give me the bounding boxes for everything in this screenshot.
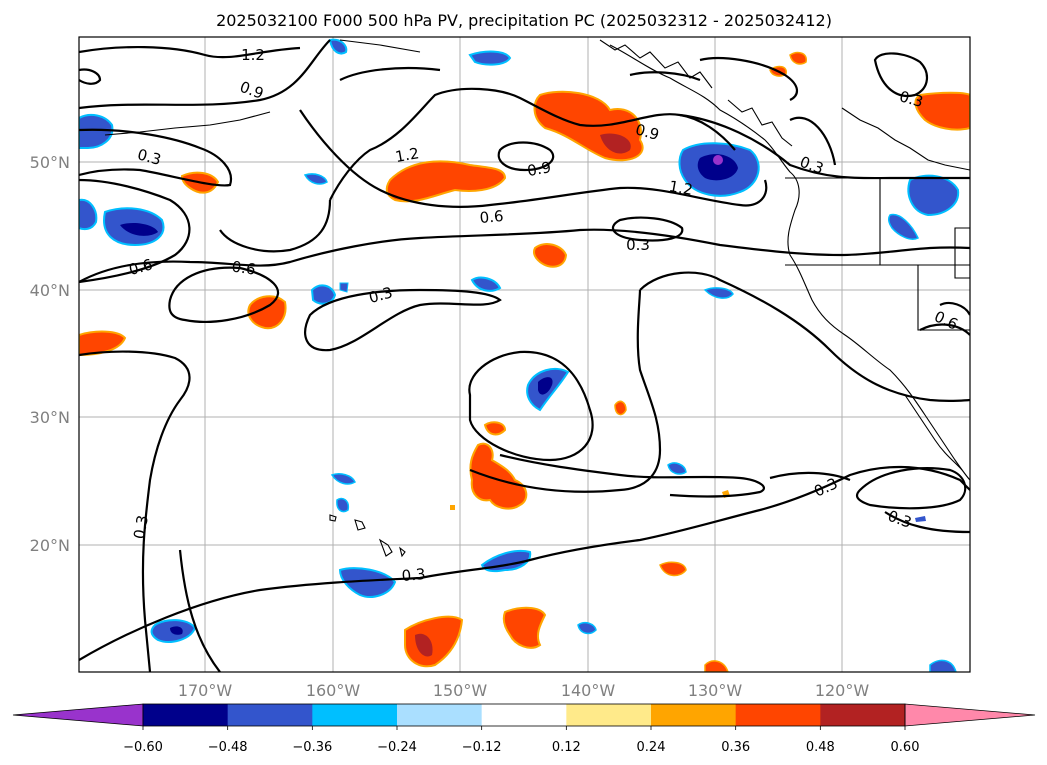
colorbar-tick-label: 0.24 bbox=[637, 740, 666, 755]
colorbar-frame bbox=[142, 703, 906, 727]
lat-label-20n: 20°N bbox=[30, 536, 70, 555]
colorbar-tick-label: 0.48 bbox=[806, 740, 835, 755]
contour-label: 0.3 bbox=[130, 514, 152, 541]
lon-label-130w: 130°W bbox=[688, 681, 743, 700]
colorbar-segment bbox=[312, 704, 398, 726]
contour-label: 1.2 bbox=[241, 46, 265, 64]
colorbar-tick-label: −0.48 bbox=[208, 740, 248, 755]
colorbar-segment bbox=[397, 704, 483, 726]
contour-label: 0.6 bbox=[127, 255, 155, 279]
colorbar-segment bbox=[820, 704, 906, 726]
coastlines bbox=[104, 39, 970, 558]
map-area bbox=[79, 37, 970, 672]
colorbar-segment bbox=[227, 704, 313, 726]
lon-label-170w: 170°W bbox=[178, 681, 233, 700]
lon-label-120w: 120°W bbox=[815, 681, 870, 700]
contour-label: 0.6 bbox=[231, 257, 257, 278]
longitude-labels: 170°W 160°W 150°W 140°W 130°W 120°W bbox=[178, 681, 870, 700]
figure-title: 2025032100 F000 500 hPa PV, precipitatio… bbox=[216, 11, 832, 30]
contour-label: 0.9 bbox=[526, 158, 553, 180]
lon-label-140w: 140°W bbox=[561, 681, 616, 700]
colorbar-segment bbox=[735, 704, 821, 726]
contour-label: 0.9 bbox=[633, 120, 661, 144]
colorbar-tick-label: 0.12 bbox=[552, 740, 581, 755]
colorbar-tick-label: −0.36 bbox=[292, 740, 332, 755]
colorbar-extend-high bbox=[904, 703, 1036, 727]
pv-contours bbox=[79, 39, 970, 672]
colorbar-segment bbox=[651, 704, 737, 726]
colorbar-tick-label: −0.24 bbox=[377, 740, 417, 755]
contour-label: 0.3 bbox=[626, 236, 650, 254]
colorbar-segment bbox=[481, 704, 567, 726]
colorbar-tick-label: 0.36 bbox=[721, 740, 750, 755]
contour-label: 1.2 bbox=[668, 177, 695, 199]
lon-label-160w: 160°W bbox=[306, 681, 361, 700]
lon-label-150w: 150°W bbox=[433, 681, 488, 700]
colorbar-extend-low bbox=[12, 703, 144, 727]
colorbar-segment bbox=[566, 704, 652, 726]
contour-label: 1.2 bbox=[394, 144, 421, 166]
colorbar-tick-label: 0.60 bbox=[891, 740, 920, 755]
colorbar-tick-label: −0.12 bbox=[462, 740, 502, 755]
lat-label-50n: 50°N bbox=[30, 153, 70, 172]
colorbar: −0.60 −0.48 −0.36 −0.24 −0.12 0.12 0.24 0.36 0.4… bbox=[12, 703, 1036, 755]
contour-label: 0.3 bbox=[135, 145, 163, 169]
contour-label: 0.6 bbox=[479, 207, 504, 227]
colorbar-segment bbox=[143, 704, 229, 726]
gridlines bbox=[79, 37, 970, 672]
colorbar-tick-label: −0.60 bbox=[123, 740, 163, 755]
lat-label-40n: 40°N bbox=[30, 281, 70, 300]
latitude-labels: 50°N 40°N 30°N 20°N bbox=[30, 153, 70, 555]
contour-label: 0.3 bbox=[897, 87, 925, 111]
contour-label: 0.3 bbox=[367, 283, 395, 307]
map-frame bbox=[78, 36, 971, 673]
contour-labels: 1.2 0.9 0.3 1.2 0.9 0.9 1.2 0.6 0.3 0.6 … bbox=[127, 46, 961, 585]
contour-label: 0.3 bbox=[401, 565, 426, 585]
lat-label-30n: 30°N bbox=[30, 408, 70, 427]
